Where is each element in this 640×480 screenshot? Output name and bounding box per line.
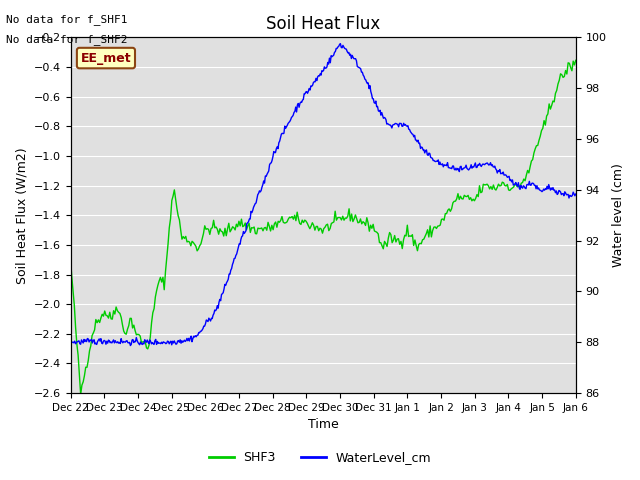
SHF3 <box>268 222 276 228</box>
SHF3 <box>435 223 443 229</box>
WaterLevel_cm <box>572 191 580 197</box>
SHF3 <box>129 325 136 331</box>
SHF3 <box>572 58 580 63</box>
WaterLevel_cm <box>67 342 74 348</box>
WaterLevel_cm <box>127 343 134 348</box>
WaterLevel_cm <box>296 100 304 106</box>
WaterLevel_cm <box>197 328 205 334</box>
Text: No data for f_SHF1: No data for f_SHF1 <box>6 14 128 25</box>
WaterLevel_cm <box>337 41 344 47</box>
Line: WaterLevel_cm: WaterLevel_cm <box>70 44 576 346</box>
SHF3 <box>386 229 394 235</box>
SHF3 <box>232 221 240 227</box>
Y-axis label: Soil Heat Flux (W/m2): Soil Heat Flux (W/m2) <box>15 147 28 284</box>
X-axis label: Time: Time <box>308 419 339 432</box>
Text: No data for f_SHF2: No data for f_SHF2 <box>6 34 128 45</box>
Y-axis label: Water level (cm): Water level (cm) <box>612 163 625 267</box>
WaterLevel_cm <box>449 163 456 169</box>
SHF3 <box>77 392 84 397</box>
Line: SHF3: SHF3 <box>70 60 576 395</box>
WaterLevel_cm <box>406 127 413 132</box>
Legend: SHF3, WaterLevel_cm: SHF3, WaterLevel_cm <box>204 446 436 469</box>
Title: Soil Heat Flux: Soil Heat Flux <box>266 15 380 33</box>
WaterLevel_cm <box>366 83 374 88</box>
WaterLevel_cm <box>157 341 164 347</box>
Text: EE_met: EE_met <box>81 51 131 65</box>
SHF3 <box>67 255 74 261</box>
SHF3 <box>433 226 440 231</box>
